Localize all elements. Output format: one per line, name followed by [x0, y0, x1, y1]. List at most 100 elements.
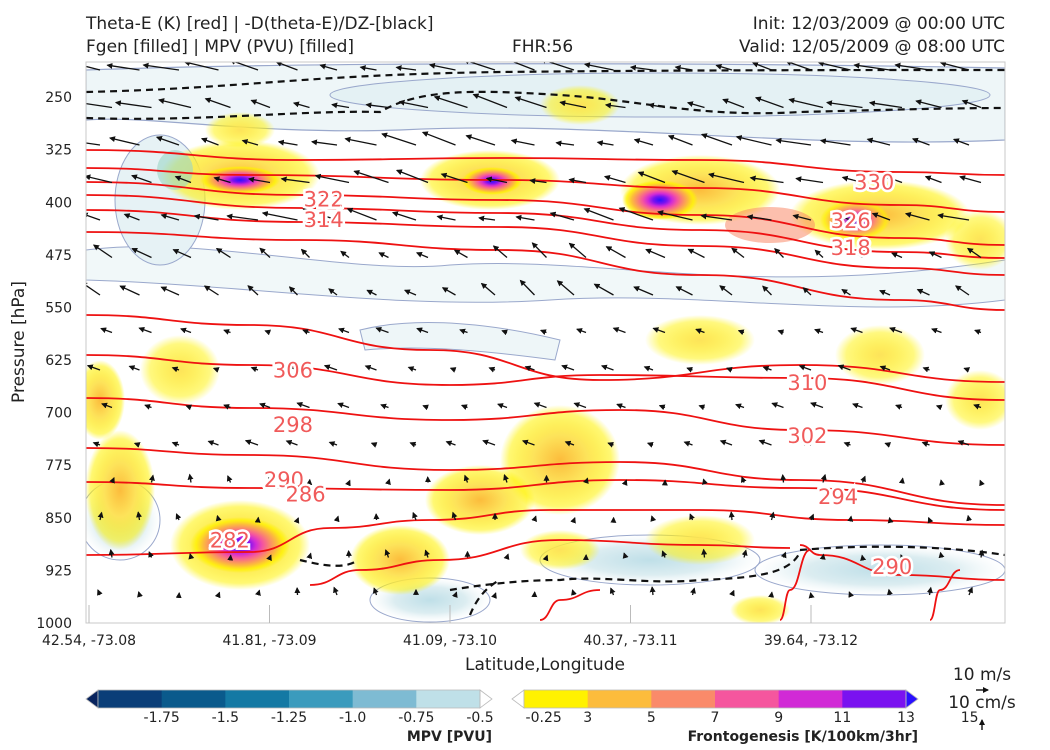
- wind-vector: [203, 285, 219, 296]
- wind-vector: [820, 473, 827, 483]
- wind-vector: [792, 213, 812, 221]
- theta-e-contour-label: 310: [787, 371, 827, 395]
- wind-vector: [583, 62, 614, 71]
- colorbar-swatch: [778, 690, 843, 708]
- wind-vector: [109, 136, 140, 146]
- wind-vector: [421, 131, 456, 146]
- wind-vector: [686, 366, 693, 373]
- wind-vector: [92, 244, 113, 259]
- wind-vector: [463, 62, 496, 71]
- wind-vector: [428, 62, 456, 71]
- wind-vector: [346, 207, 377, 221]
- wind-vector: [568, 242, 587, 258]
- wind-vector: [926, 586, 933, 596]
- wind-vector: [514, 96, 547, 109]
- wind-vector: [542, 554, 549, 562]
- wind-vector: [510, 138, 535, 146]
- wind-vector: [288, 286, 298, 296]
- wind-vector: [171, 441, 180, 448]
- colorbar-tick-label: -0.75: [398, 710, 434, 726]
- wind-vector: [561, 364, 575, 371]
- wind-vector: [97, 511, 104, 521]
- wind-vector: [967, 586, 973, 596]
- theta-e-contour-label: 330: [854, 171, 894, 195]
- colorbar-tick-label: -1.25: [271, 710, 307, 726]
- wind-vector: [366, 289, 377, 296]
- wind-vector: [422, 404, 429, 411]
- wind-vector: [935, 404, 943, 411]
- wind-vector: [754, 96, 784, 109]
- wind-vector: [226, 213, 259, 221]
- wind-vector: [814, 328, 824, 335]
- wind-vector: [97, 589, 103, 596]
- wind-vector: [571, 589, 577, 596]
- wind-vector: [492, 245, 508, 258]
- wind-vector: [524, 365, 535, 372]
- wind-vector: [719, 285, 733, 296]
- wind-vector: [596, 140, 614, 147]
- wind-vector: [689, 513, 695, 521]
- wind-vector: [959, 175, 982, 184]
- wind-vector: [259, 402, 271, 409]
- mpv-colorbar-title: MPV [PVU]: [407, 729, 492, 745]
- wind-vector: [961, 99, 982, 109]
- wind-vector: [384, 549, 391, 558]
- wind-vector: [449, 367, 457, 373]
- wind-vector: [123, 213, 140, 221]
- wind-vector: [328, 288, 338, 296]
- x-tick-label: 40.37, -73.11: [583, 633, 677, 649]
- theta-e-contour-line: [539, 589, 601, 621]
- wind-vector: [108, 548, 115, 558]
- y-tick-label: 250: [45, 90, 72, 106]
- colorbar-tick-label: -0.5: [466, 710, 493, 726]
- wind-vector: [137, 591, 143, 598]
- wind-vector: [629, 64, 654, 71]
- wind-vector: [215, 514, 222, 522]
- wind-vector: [338, 327, 350, 334]
- wind-vector: [937, 212, 970, 221]
- wind-vector: [296, 401, 310, 409]
- wind-vector: [966, 247, 982, 259]
- y-tick-label: 850: [45, 511, 72, 527]
- wind-vector: [819, 553, 826, 560]
- theta-e-contour-line: [86, 397, 1005, 446]
- wind-vector: [895, 404, 903, 410]
- wind-vector: [114, 100, 152, 109]
- wind-vector: [646, 442, 654, 448]
- wind-vector: [648, 102, 666, 109]
- wind-vector: [340, 250, 350, 259]
- wind-vector: [841, 289, 851, 296]
- wind-vector: [675, 286, 693, 296]
- wind-vector: [889, 327, 903, 334]
- wind-vector: [722, 98, 745, 109]
- colorbar-tick-label: 5: [647, 710, 656, 726]
- theta-e-contour-line: [86, 479, 1005, 511]
- y-tick-label: 775: [45, 458, 72, 474]
- wind-vector: [848, 591, 854, 598]
- y-tick-label: 1000: [36, 616, 72, 632]
- theta-e-contour-label: 314: [304, 208, 344, 232]
- wind-vector: [142, 62, 180, 71]
- wind-vector: [359, 65, 377, 72]
- wind-vector: [850, 327, 863, 334]
- wind-vector: [928, 251, 942, 259]
- wind-vector: [275, 62, 298, 71]
- wind-vector: [264, 329, 272, 336]
- wind-vector: [215, 248, 231, 259]
- wind-vector: [938, 551, 945, 559]
- wind-vector: [671, 169, 705, 184]
- colorbar-swatch: [842, 690, 907, 708]
- wind-vector: [226, 475, 233, 483]
- colorbar-tick-label: -0.25: [526, 710, 562, 726]
- wind-vector: [302, 207, 338, 221]
- wind-vector: [292, 101, 310, 109]
- wind-vector: [333, 586, 339, 596]
- wind-vector: [884, 442, 892, 448]
- wind-vector: [607, 441, 614, 448]
- wind-vector: [436, 214, 456, 221]
- wind-vector: [894, 62, 930, 71]
- y-tick-label: 475: [45, 248, 72, 264]
- theta-e-contour-label: 318: [831, 236, 871, 260]
- wind-vector: [337, 402, 350, 409]
